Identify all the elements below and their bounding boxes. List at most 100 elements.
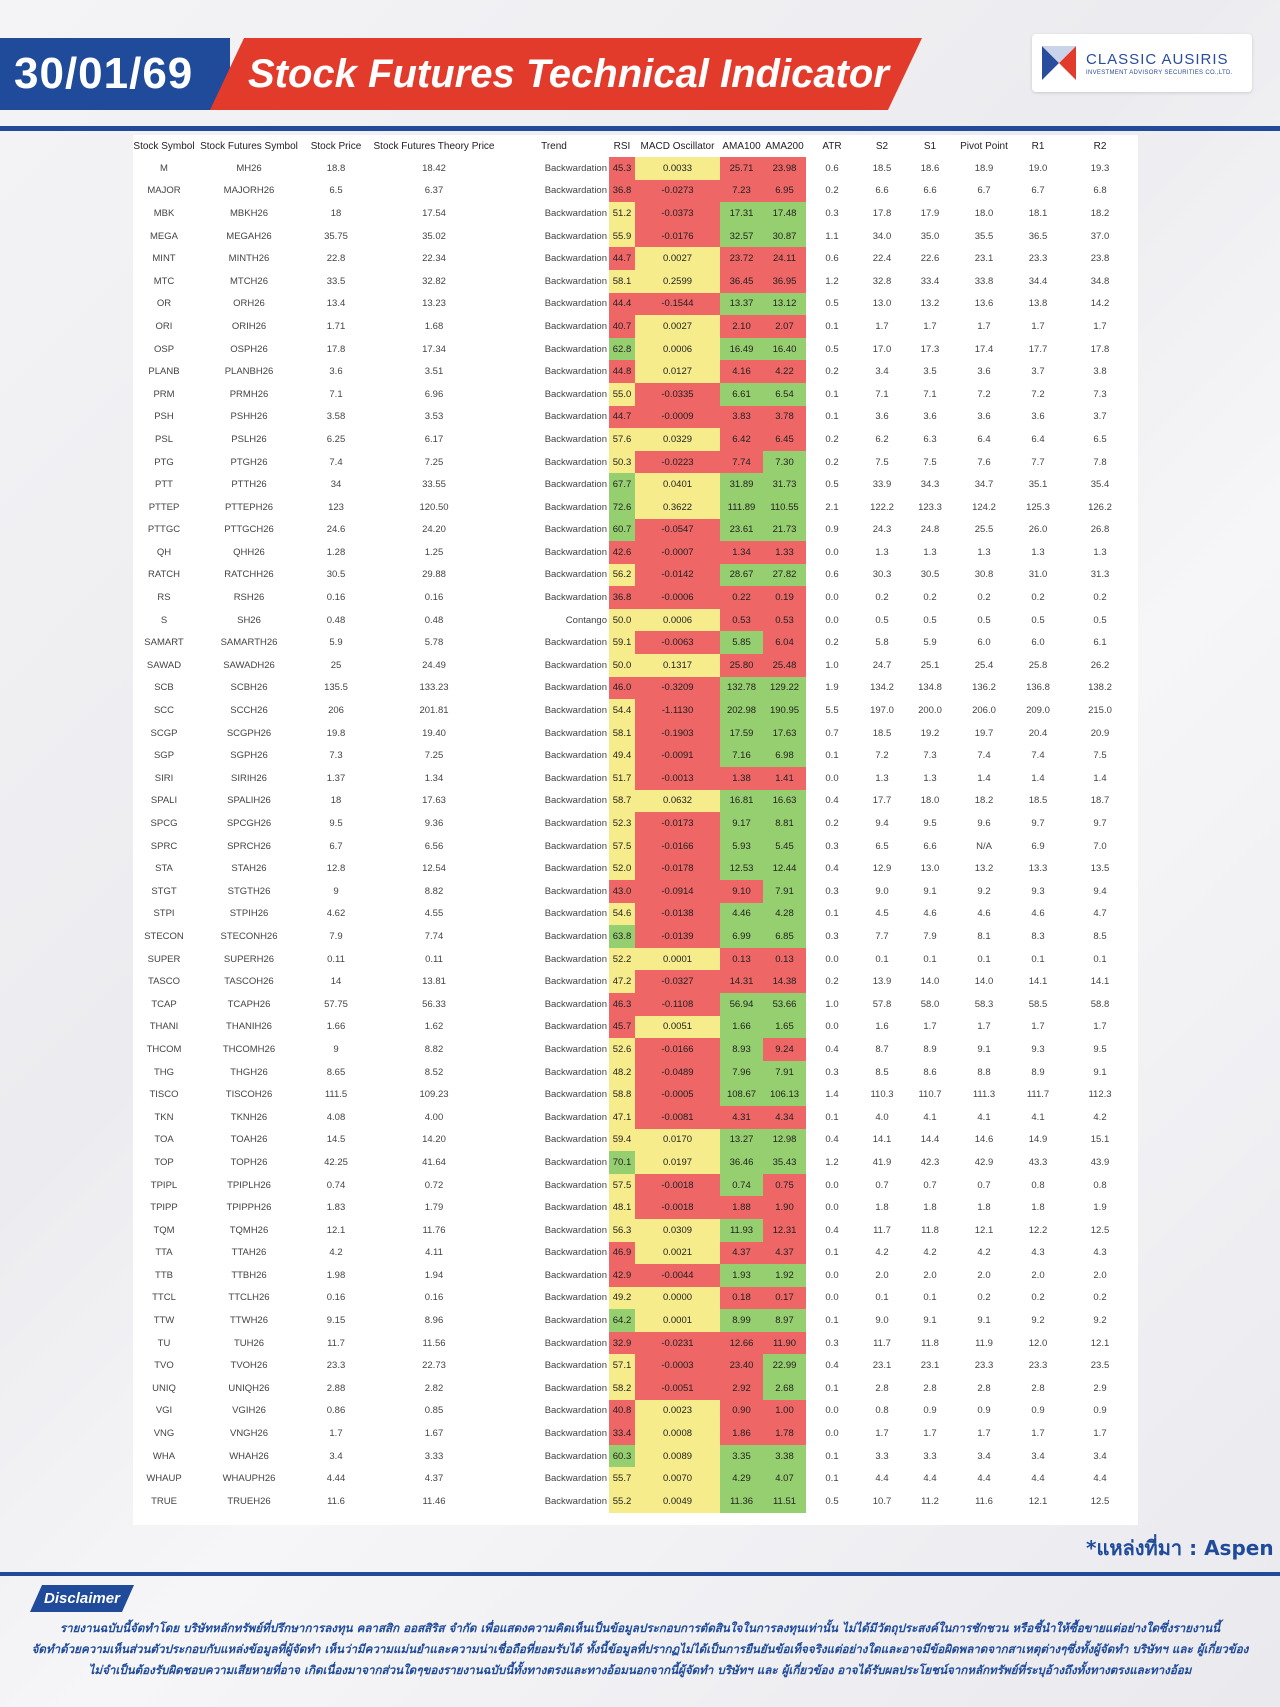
- cell-stock-symbol: WHA: [152, 1450, 176, 1462]
- cell-trend: Backwardation: [544, 253, 607, 265]
- cell-atr: 0.0: [825, 1292, 839, 1304]
- cell-atr: 0.2: [825, 433, 839, 445]
- cell-atr: 0.0: [825, 1179, 839, 1191]
- cell-rsi: 70.1: [609, 1151, 635, 1174]
- cell-s2: 2.0: [875, 1269, 889, 1281]
- cell-macd: -1.1130: [635, 699, 720, 722]
- cell-ama100: 4.29: [720, 1467, 763, 1491]
- cell-ama100: 0.18: [720, 1286, 763, 1310]
- cell-s2: 17.7: [872, 795, 892, 807]
- cell-ama100: 2.10: [720, 315, 763, 338]
- cell-s2: 134.2: [870, 682, 894, 694]
- cell-futures-symbol: SPALIH26: [227, 795, 271, 807]
- cell-r1: 6.4: [1031, 433, 1045, 445]
- cell-futures-symbol: TTBH26: [231, 1269, 267, 1281]
- cell-s2: 1.8: [875, 1202, 889, 1214]
- table-row: M MH26 18.8 18.42 Backwardation 45.3 0.0033 25.…: [133, 157, 1138, 180]
- cell-s2: 18.5: [872, 162, 892, 174]
- cell-macd: 0.3622: [635, 495, 720, 519]
- cell-futures-symbol: TKNH26: [230, 1111, 268, 1123]
- cell-stock-symbol: PTT: [155, 479, 173, 491]
- cell-trend: Backwardation: [544, 569, 607, 581]
- cell-ama200: 16.63: [763, 789, 806, 813]
- cell-rsi: 51.7: [609, 767, 635, 790]
- cell-futures-symbol: STPIH26: [229, 908, 269, 920]
- cell-stock-price: 3.4: [329, 1450, 343, 1462]
- cell-stock-symbol: TISCO: [149, 1089, 179, 1101]
- cell-s2: 23.1: [872, 1360, 892, 1372]
- cell-s1: 42.3: [920, 1156, 940, 1168]
- cell-macd: 0.2599: [635, 269, 720, 293]
- cell-atr: 0.3: [825, 207, 839, 219]
- cell-atr: 1.2: [825, 1156, 839, 1168]
- cell-futures-symbol: RSH26: [233, 592, 265, 604]
- cell-ama100: 111.89: [720, 495, 763, 519]
- cell-macd: 0.1317: [635, 654, 720, 677]
- cell-rsi: 63.8: [609, 925, 635, 948]
- table-row: TCAP TCAPH26 57.75 56.33 Backwardation 46.3 -0…: [133, 992, 1138, 1016]
- cell-rsi: 57.1: [609, 1354, 635, 1378]
- cell-ama100: 8.99: [720, 1309, 763, 1332]
- cell-stock-symbol: PRM: [153, 388, 175, 400]
- cell-r2: 7.5: [1093, 750, 1107, 762]
- cell-trend: Backwardation: [544, 1224, 607, 1236]
- cell-ama100: 202.98: [720, 699, 763, 722]
- cell-futures-symbol: SAWADH26: [223, 659, 275, 671]
- cell-s2: 4.0: [875, 1111, 889, 1123]
- cell-ama200: 12.44: [763, 857, 806, 880]
- cell-futures-symbol: PSHH26: [230, 411, 268, 423]
- cell-pivot: 136.2: [972, 682, 996, 694]
- cell-s2: 4.5: [875, 908, 889, 920]
- cell-stock-symbol: PTTGC: [147, 524, 181, 536]
- cell-pivot: 1.7: [977, 1428, 991, 1440]
- cell-r1: 12.2: [1028, 1224, 1048, 1236]
- cell-s2: 9.0: [875, 1315, 889, 1327]
- cell-ama100: 1.66: [720, 1015, 763, 1039]
- cell-s2: 1.7: [875, 1428, 889, 1440]
- cell-stock-price: 0.48: [326, 614, 346, 626]
- table-row: RS RSH26 0.16 0.16 Backwardation 36.8 -0.0006 0…: [133, 586, 1138, 609]
- cell-trend: Contango: [565, 614, 607, 626]
- cell-ama100: 7.16: [720, 744, 763, 768]
- cell-s1: 3.6: [923, 411, 937, 423]
- cell-s2: 41.9: [872, 1156, 892, 1168]
- cell-r1: 4.6: [1031, 908, 1045, 920]
- cell-stock-symbol: SAWAD: [146, 659, 182, 671]
- cell-trend: Backwardation: [544, 1111, 607, 1123]
- cell-atr: 0.3: [825, 1066, 839, 1078]
- cell-futures-symbol: SGPH26: [230, 750, 268, 762]
- cell-macd: -0.0013: [635, 767, 720, 790]
- cell-ama100: 12.66: [720, 1331, 763, 1355]
- cell-theory-price: 4.37: [424, 1473, 444, 1485]
- cell-rsi: 42.6: [609, 541, 635, 564]
- cell-stock-symbol: VGI: [155, 1405, 173, 1417]
- cell-pivot: 17.4: [974, 343, 994, 355]
- cell-trend: Backwardation: [544, 411, 607, 423]
- cell-macd: -0.0231: [635, 1331, 720, 1355]
- cell-rsi: 49.4: [609, 744, 635, 768]
- cell-rsi: 48.2: [609, 1060, 635, 1084]
- cell-r2: 14.1: [1090, 976, 1110, 988]
- cell-stock-symbol: TRUE: [151, 1495, 177, 1507]
- cell-r2: 13.5: [1090, 863, 1110, 875]
- cell-r2: 15.1: [1090, 1134, 1110, 1146]
- cell-s1: 0.9: [923, 1405, 937, 1417]
- cell-atr: 0.1: [825, 411, 839, 423]
- table-row: TQM TQMH26 12.1 11.76 Backwardation 56.3 0.030…: [133, 1218, 1138, 1242]
- cell-ama100: 4.31: [720, 1105, 763, 1129]
- cell-atr: 0.2: [825, 185, 839, 197]
- cell-theory-price: 1.62: [424, 1021, 444, 1033]
- cell-ama200: 2.07: [763, 315, 806, 338]
- cell-r1: 1.4: [1031, 772, 1045, 784]
- cell-rsi: 58.1: [609, 721, 635, 745]
- cell-stock-price: 135.5: [324, 682, 348, 694]
- cell-theory-price: 13.23: [422, 298, 446, 310]
- cell-stock-symbol: SCB: [154, 682, 174, 694]
- cell-futures-symbol: THCOMH26: [222, 1043, 276, 1055]
- indicator-table-panel: Stock Symbol Stock Futures Symbol Stock Pr…: [133, 135, 1138, 1525]
- classic-ausiris-logo-icon: [1042, 46, 1076, 80]
- column-header-pivot: Pivot Point: [960, 140, 1008, 152]
- cell-pivot: 25.4: [974, 659, 994, 671]
- table-row: TTB TTBH26 1.98 1.94 Backwardation 42.9 -0.004…: [133, 1264, 1138, 1287]
- cell-atr: 0.3: [825, 1337, 839, 1349]
